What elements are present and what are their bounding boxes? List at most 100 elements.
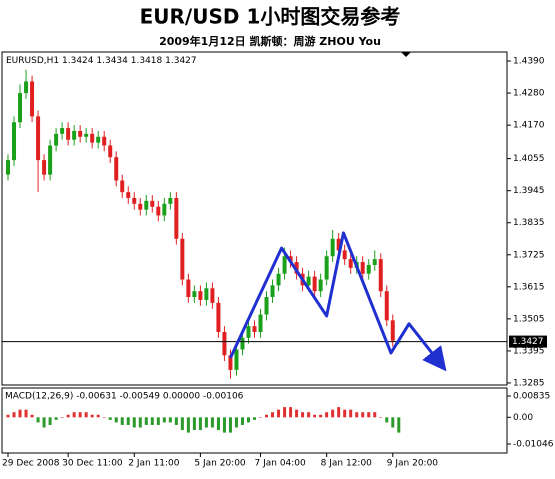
macd-bar: [168, 417, 172, 423]
candle-body: [282, 256, 287, 274]
macd-bar: [301, 412, 305, 418]
macd-bar: [144, 417, 148, 425]
macd-bar: [277, 409, 281, 418]
macd-bar: [114, 417, 118, 423]
candle-body: [390, 320, 395, 341]
macd-bar: [162, 417, 166, 423]
macd-bar: [391, 417, 395, 428]
candle-body: [66, 128, 71, 140]
candle-body: [378, 259, 383, 292]
macd-bar: [174, 417, 178, 425]
macd-bar: [54, 417, 58, 420]
macd-bar: [12, 412, 16, 418]
x-tick-label: 5 Jan 20:00: [194, 459, 246, 469]
candle-body: [108, 145, 113, 158]
macd-bar: [361, 412, 365, 418]
candle-body: [276, 273, 281, 286]
macd-bar: [259, 417, 263, 418]
macd-bar: [283, 407, 287, 418]
symbol-header: EURUSD,H1 1.3424 1.3434 1.3418 1.3427: [6, 56, 197, 66]
chart-subtitle: 2009年1月12日 凯斯顿：周游 ZHOU You: [159, 34, 381, 48]
candle-body: [264, 297, 269, 315]
x-tick-label: 30 Dec 11:00: [62, 459, 123, 469]
candle-body: [102, 136, 107, 146]
macd-panel: [1, 387, 508, 454]
y-tick-label: 1.3395: [513, 346, 545, 356]
macd-bar: [385, 417, 389, 423]
candle-body: [138, 203, 143, 210]
macd-bar: [246, 417, 250, 423]
macd-bar: [30, 414, 34, 418]
macd-bar: [24, 409, 28, 418]
trend-annotation: [229, 231, 447, 372]
macd-bar: [18, 409, 22, 418]
macd-label: MACD(12,26,9) -0.00631 -0.00549 0.00000 …: [5, 392, 244, 402]
y-tick-label: 1.3725: [513, 250, 545, 260]
y-tick-label: 0.00: [513, 413, 533, 423]
macd-bar: [228, 417, 232, 433]
candle-body: [318, 279, 323, 292]
macd-bar: [6, 414, 10, 418]
candle-body: [270, 285, 275, 298]
macd-bar: [379, 417, 383, 418]
macd-bar: [240, 417, 244, 425]
candle-body: [240, 337, 245, 350]
macd-bar: [198, 417, 202, 431]
candle-body: [252, 326, 257, 332]
y-tick-label: 1.3615: [513, 282, 545, 292]
y-tick-label: 1.4280: [513, 89, 545, 99]
candle-body: [372, 259, 377, 265]
macd-bar: [253, 417, 256, 420]
y-tick-label: 1.3505: [513, 314, 545, 324]
macd-bar: [210, 417, 214, 428]
candle-body: [96, 136, 101, 143]
candle-body: [366, 264, 371, 274]
macd-bar: [72, 412, 76, 418]
candle-body: [156, 206, 161, 216]
macd-bar: [126, 417, 130, 425]
macd-bar: [48, 417, 52, 425]
candle-body: [228, 355, 233, 370]
macd-bar: [397, 417, 401, 433]
macd-bar: [138, 417, 142, 428]
y-tick-label: 0.00835: [513, 392, 550, 402]
macd-bar: [120, 417, 124, 425]
candle-body: [384, 291, 389, 321]
y-tick-label: 1.3945: [513, 186, 545, 196]
macd-bar: [216, 417, 220, 431]
macd-bar: [295, 409, 299, 418]
macd-bar: [349, 409, 353, 418]
candle-body: [342, 250, 347, 260]
macd-bar: [289, 407, 293, 418]
candle-body: [84, 133, 89, 137]
candle-body: [30, 81, 35, 117]
macd-bar: [66, 414, 70, 418]
macd-bar: [36, 417, 40, 423]
candle-body: [36, 116, 41, 161]
macd-bar: [355, 412, 359, 418]
candle-body: [312, 276, 317, 292]
last-open: 1.3424: [62, 56, 94, 66]
candle-body: [48, 145, 53, 175]
candle-body: [18, 93, 23, 123]
macd-bar: [156, 417, 160, 425]
macd-bar: [150, 417, 154, 425]
x-tick-label: 9 Jan 20:00: [387, 459, 439, 469]
candle-body: [306, 276, 311, 286]
macd-bar: [78, 412, 82, 418]
macd-bar: [319, 414, 323, 418]
candle-body: [258, 314, 263, 332]
candle-body: [330, 238, 335, 257]
y-tick-label: 1.3835: [513, 218, 545, 228]
candle-body: [24, 81, 29, 94]
macd-bar: [265, 414, 269, 418]
macd-bar: [325, 412, 329, 418]
macd-bar: [337, 407, 341, 418]
candle-body: [336, 238, 341, 251]
macd-bar: [96, 414, 100, 418]
last-price-box: [509, 335, 547, 348]
macd-bar: [313, 414, 317, 418]
macd-bar: [331, 409, 335, 418]
macd-bar: [90, 414, 94, 418]
